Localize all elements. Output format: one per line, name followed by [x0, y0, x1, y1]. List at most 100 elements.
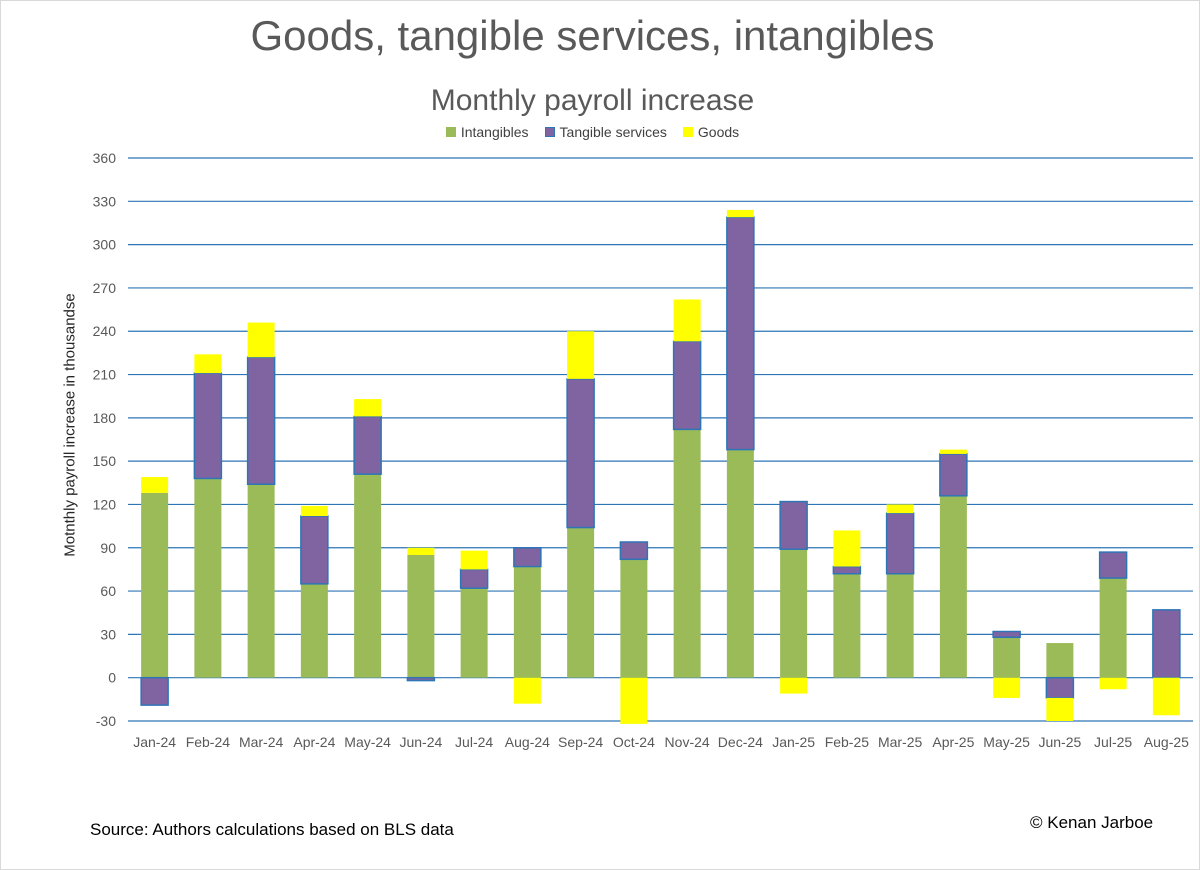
bar-goods: [620, 677, 648, 724]
bar-intangibles: [939, 495, 967, 678]
x-tick-label: Mar-24: [239, 734, 284, 750]
credit-note: © Kenan Jarboe: [1030, 813, 1154, 832]
bar-tangible-services: [1098, 551, 1128, 579]
legend-swatch-tangible-services: [544, 127, 555, 137]
y-tick-label: 300: [93, 237, 117, 253]
bar-goods: [886, 504, 914, 514]
bar-goods: [194, 354, 222, 374]
bar-goods: [300, 505, 328, 517]
bar-tangible-services: [1045, 676, 1075, 699]
bar-tangible-services: [832, 565, 862, 575]
bar-intangibles: [886, 573, 914, 678]
bar-intangibles: [460, 588, 488, 678]
bar-tangible-services: [406, 676, 436, 682]
bar-intangibles: [726, 449, 754, 678]
bar-tangible-services: [672, 340, 702, 431]
bar-goods: [247, 322, 275, 358]
legend-item-intangibles: Intangibles: [445, 124, 529, 140]
bar-tangible-services: [353, 415, 382, 475]
bar-tangible-services: [193, 372, 223, 480]
legend-label-goods: Goods: [697, 124, 740, 140]
y-tick-label: -30: [96, 713, 116, 729]
x-tick-label: Apr-25: [932, 734, 974, 750]
bars: [140, 209, 1181, 724]
x-tick-label: Jul-25: [1094, 734, 1132, 750]
bar-intangibles: [567, 527, 595, 678]
bar-intangibles: [354, 474, 382, 678]
bar-tangible-services: [779, 500, 808, 550]
bar-goods: [939, 449, 967, 454]
y-tick-label: 150: [93, 453, 117, 469]
bar-tangible-services: [566, 378, 595, 529]
bar-intangibles: [1046, 643, 1074, 678]
bar-intangibles: [300, 583, 328, 678]
y-tick-label: 90: [100, 540, 116, 556]
bar-tangible-services: [140, 676, 169, 706]
bar-tangible-services: [300, 515, 329, 585]
bar-intangibles: [780, 549, 808, 678]
bar-intangibles: [620, 559, 648, 678]
x-tick-label: Mar-25: [878, 734, 923, 750]
bar-tangible-services: [513, 547, 542, 568]
x-tick-label: Feb-24: [186, 734, 231, 750]
x-tick-label: Jan-25: [772, 734, 815, 750]
x-tick-label: Apr-24: [293, 734, 335, 750]
x-tick-label: May-24: [344, 734, 391, 750]
bar-intangibles: [1099, 578, 1127, 678]
bar-goods: [993, 677, 1021, 698]
bar-intangibles: [993, 637, 1021, 678]
x-tick-label: Oct-24: [613, 734, 655, 750]
x-tick-label: Sep-24: [558, 734, 603, 750]
bar-goods: [460, 550, 488, 570]
legend-label-tangible-services: Tangible services: [559, 124, 667, 140]
x-tick-label: Jan-24: [133, 734, 176, 750]
bar-goods: [673, 299, 701, 342]
bar-tangible-services: [939, 453, 968, 497]
source-note: Source: Authors calculations based on BL…: [90, 820, 454, 839]
bar-intangibles: [194, 478, 222, 678]
bar-goods: [354, 399, 382, 417]
chart-subtitle: Monthly payroll increase: [430, 84, 755, 117]
bar-intangibles: [673, 429, 701, 678]
x-tick-label: Aug-25: [1144, 734, 1189, 750]
x-tick-label: May-25: [983, 734, 1030, 750]
bar-goods: [513, 677, 541, 704]
x-tick-label: Dec-24: [718, 734, 763, 750]
bar-tangible-services: [619, 541, 649, 561]
legend-item-tangible-services: Tangible services: [544, 124, 667, 140]
bar-tangible-services: [246, 356, 276, 486]
bar-goods: [1046, 697, 1074, 721]
bar-goods: [726, 209, 754, 218]
bar-goods: [1152, 677, 1180, 716]
y-tick-label: 30: [100, 626, 116, 642]
legend-item-goods: Goods: [682, 124, 740, 140]
bar-intangibles: [247, 484, 275, 678]
y-tick-label: 360: [93, 150, 117, 166]
legend-label-intangibles: Intangibles: [460, 124, 529, 140]
y-tick-label: 180: [93, 410, 117, 426]
x-tick-label: Feb-25: [825, 734, 870, 750]
bar-intangibles: [833, 573, 861, 678]
bar-tangible-services: [992, 630, 1021, 639]
bar-goods: [407, 547, 435, 555]
y-tick-label: 270: [93, 280, 117, 296]
legend: Intangibles Tangible services Goods: [0, 124, 1185, 140]
bar-intangibles: [141, 492, 169, 678]
bar-goods: [1099, 677, 1127, 690]
y-tick-label: 240: [93, 323, 117, 339]
y-tick-label: 0: [108, 670, 116, 686]
x-tick-label: Jun-25: [1038, 734, 1081, 750]
legend-swatch-intangibles: [445, 127, 456, 137]
y-tick-label: 60: [100, 583, 116, 599]
y-tick-label: 330: [93, 193, 117, 209]
legend-swatch-goods: [682, 127, 693, 137]
bar-intangibles: [513, 566, 541, 678]
bar-tangible-services: [459, 568, 489, 589]
y-tick-label: 120: [93, 496, 117, 512]
chart-title: Goods, tangible services, intangibles: [250, 12, 935, 59]
bar-tangible-services: [726, 216, 755, 451]
bar-tangible-services: [1152, 609, 1181, 679]
bar-goods: [567, 331, 595, 379]
bar-goods: [141, 477, 169, 493]
